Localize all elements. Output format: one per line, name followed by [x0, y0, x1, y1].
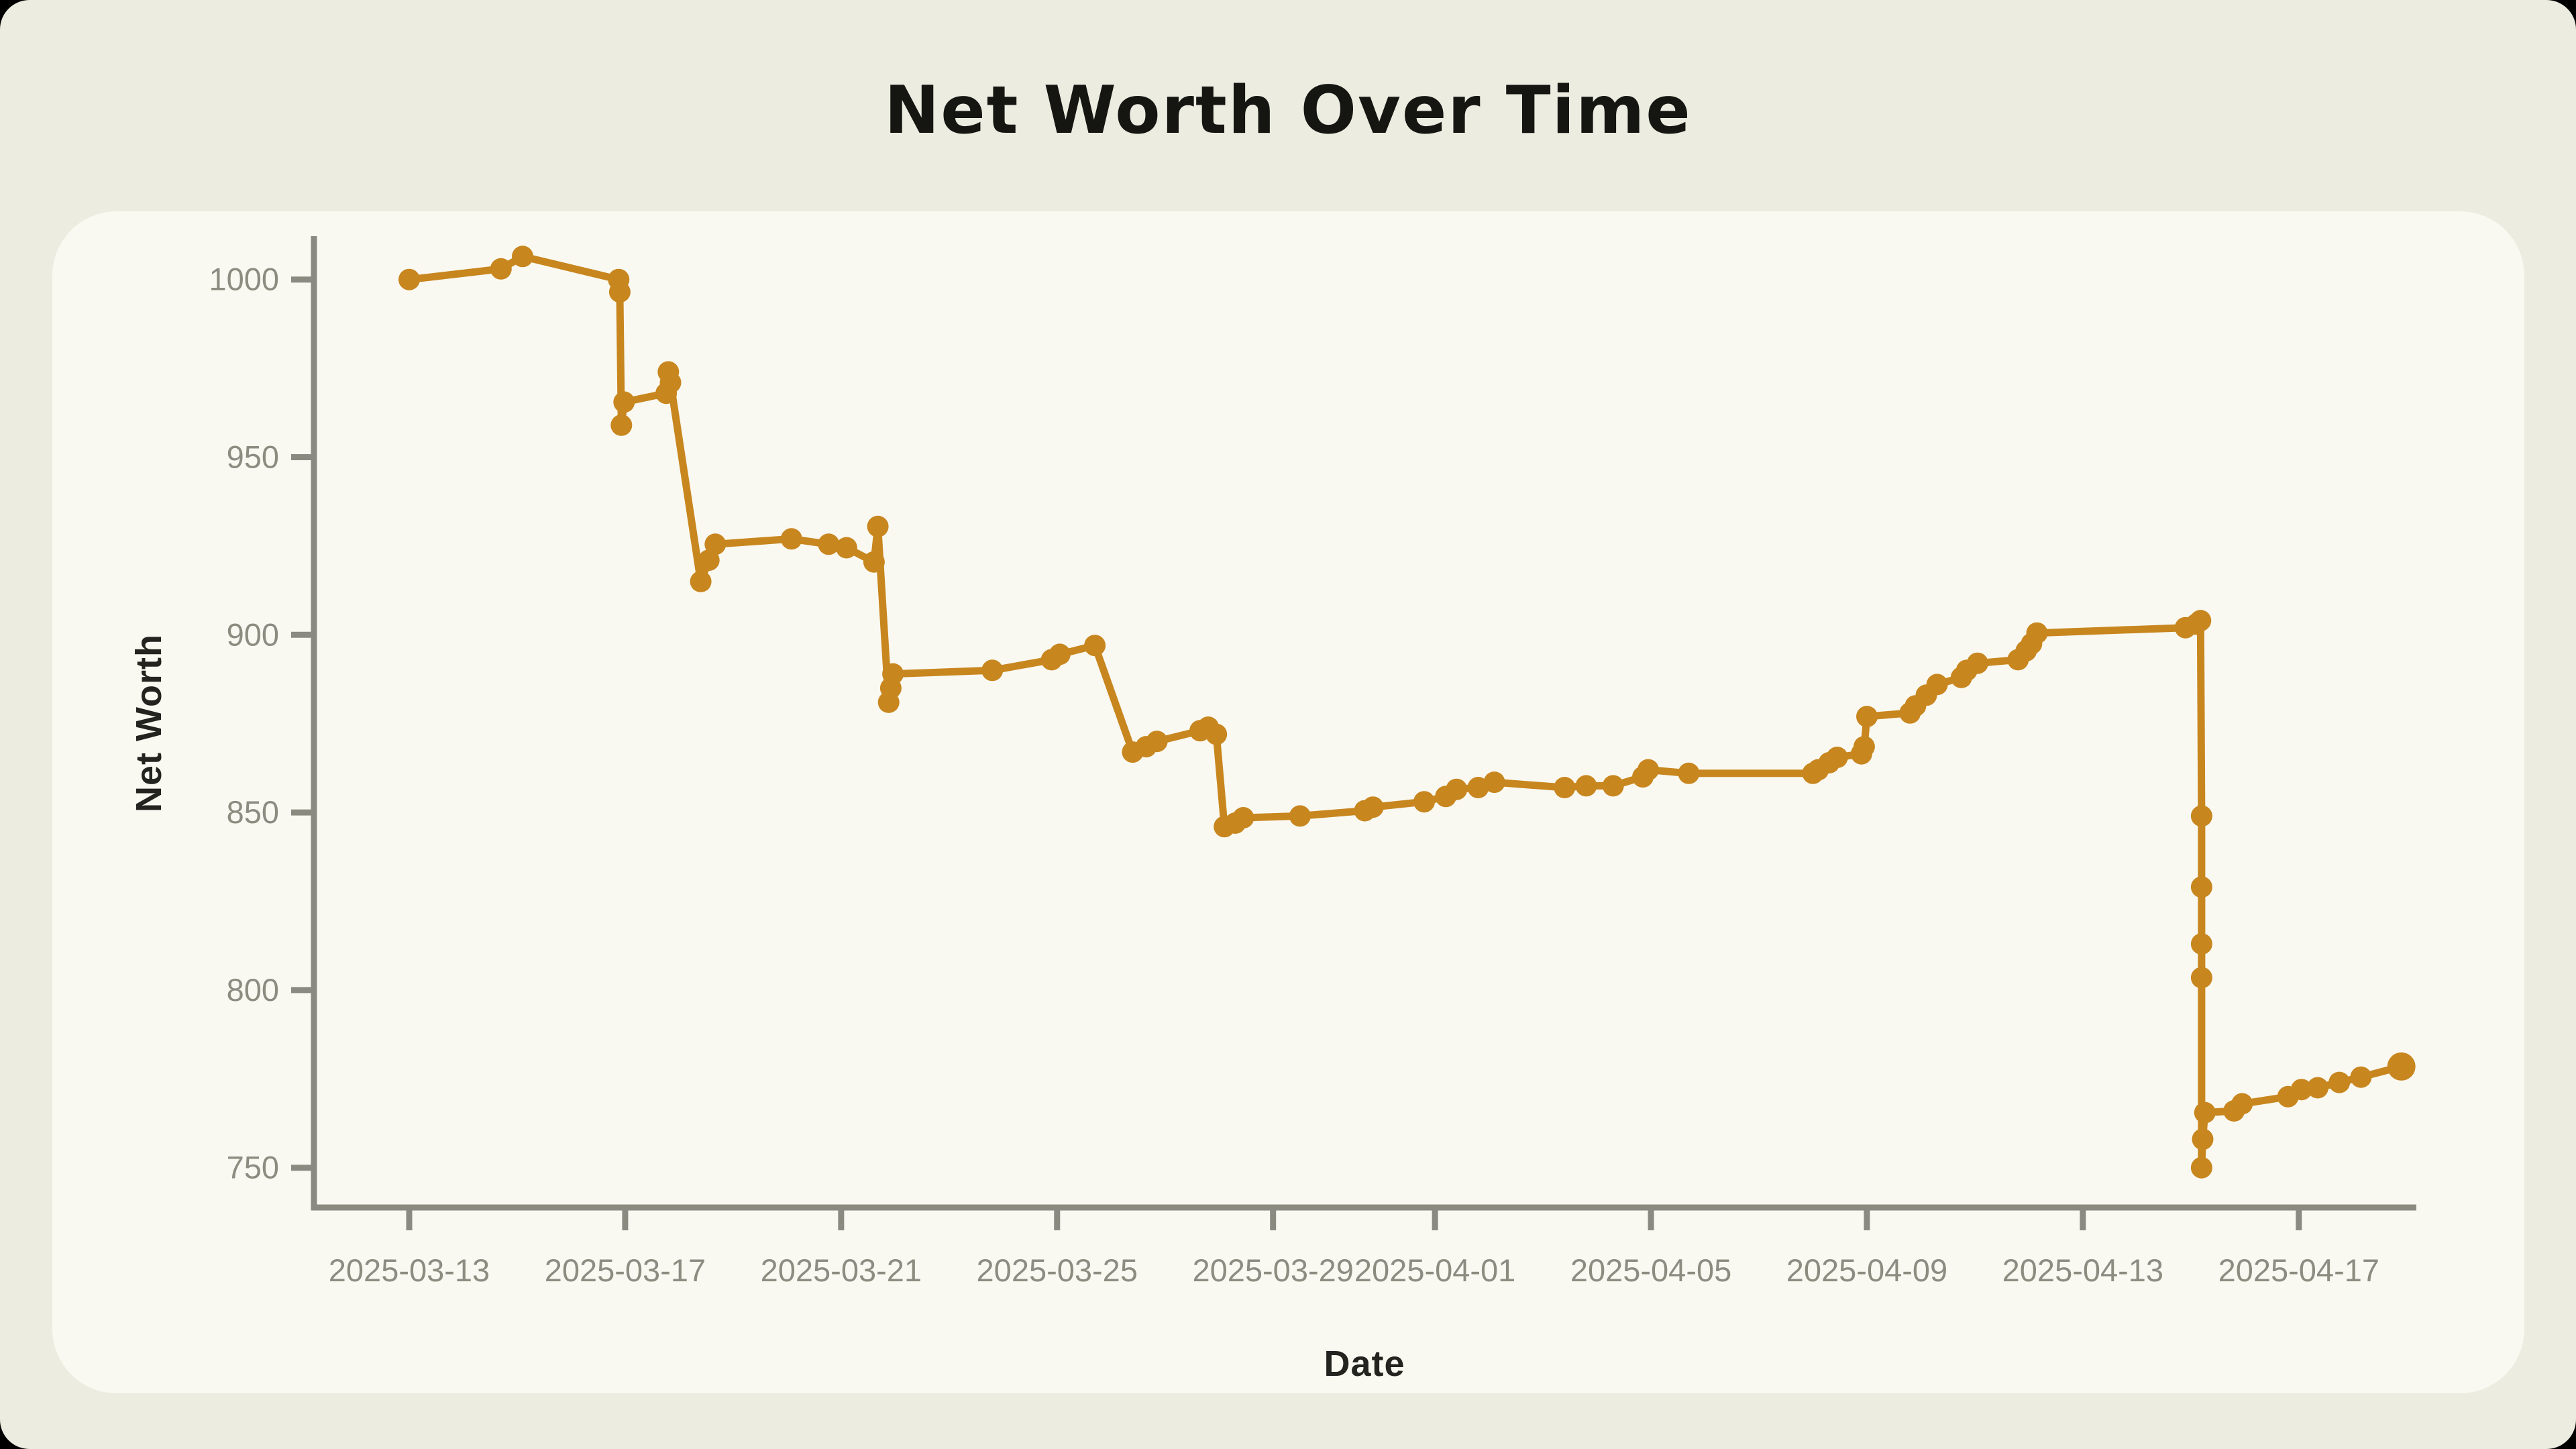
data-point: [2190, 1157, 2212, 1179]
data-point: [1289, 805, 1311, 827]
y-tick-label: 1000: [209, 262, 279, 297]
x-tick-label: 2025-03-21: [761, 1252, 922, 1288]
y-axis-label: Net Worth: [129, 634, 169, 812]
data-point: [882, 663, 904, 685]
y-tick-label: 900: [227, 616, 279, 652]
data-point: [2350, 1066, 2372, 1088]
data-point: [1483, 771, 1505, 794]
x-tick-label: 2025-04-17: [2218, 1252, 2379, 1288]
data-point: [2190, 610, 2212, 632]
data-point: [398, 268, 420, 290]
data-point: [1467, 777, 1489, 798]
data-point: [1205, 723, 1228, 745]
data-point: [2026, 622, 2048, 644]
data-point: [835, 537, 857, 559]
y-tick-label: 800: [227, 972, 279, 1008]
x-axis-label: Date: [1324, 1344, 1405, 1384]
data-point: [2231, 1093, 2253, 1115]
chart-title: Net Worth Over Time: [884, 72, 1692, 149]
axis-tick-labels: 1000 950 900 850 800 750 2025-03-13 2025-03-17 2…: [209, 262, 2379, 1288]
data-point: [863, 551, 885, 573]
data-point: [2190, 805, 2212, 827]
data-point: [2192, 1128, 2214, 1150]
data-point: [608, 281, 631, 303]
data-point: [2290, 1079, 2312, 1101]
data-point: [2307, 1077, 2328, 1099]
data-point: [2190, 933, 2212, 955]
data-point: [659, 372, 682, 394]
data-point: [610, 414, 633, 436]
y-tick-label: 750: [227, 1150, 279, 1185]
data-point: [1446, 778, 1468, 800]
data-point: [1554, 777, 1576, 798]
y-tick-label: 850: [227, 794, 279, 830]
data-point: [490, 258, 512, 280]
data-point: [1362, 796, 1384, 818]
x-tick-label: 2025-04-09: [1786, 1252, 1947, 1288]
data-point: [1926, 674, 1948, 696]
data-point: [1602, 775, 1624, 797]
x-tick-label: 2025-04-01: [1354, 1252, 1515, 1288]
data-point: [1232, 807, 1254, 828]
data-point: [2190, 876, 2212, 898]
data-point: [1575, 775, 1597, 797]
data-point: [2194, 1102, 2216, 1124]
net-worth-series: [398, 246, 2416, 1179]
data-point: [867, 515, 889, 537]
x-tick-label: 2025-04-13: [2002, 1252, 2163, 1288]
data-point: [1966, 652, 1988, 674]
data-point: [1638, 759, 1659, 781]
plot-panel: [52, 211, 2524, 1393]
data-point: [1084, 635, 1106, 657]
data-point: [1049, 643, 1071, 665]
data-point: [1853, 736, 1875, 758]
data-point: [1856, 706, 1878, 728]
data-point: [1826, 747, 1848, 768]
net-worth-line: [405, 252, 2406, 1172]
data-point: [2328, 1071, 2351, 1093]
data-point: [690, 570, 712, 592]
data-point: [780, 528, 802, 550]
axes: [311, 236, 2416, 1211]
data-point: [512, 246, 533, 268]
data-point: [1678, 762, 1700, 784]
x-tick-label: 2025-03-13: [329, 1252, 490, 1288]
x-tick-label: 2025-03-29: [1192, 1252, 1353, 1288]
data-point: [1413, 791, 1435, 813]
data-point: [613, 391, 635, 413]
axis-ticks: [291, 276, 2302, 1230]
data-point: [818, 533, 840, 555]
x-tick-label: 2025-03-25: [977, 1252, 1138, 1288]
x-tick-label: 2025-04-05: [1570, 1252, 1731, 1288]
y-tick-label: 950: [227, 439, 279, 475]
data-point: [1146, 731, 1168, 753]
data-point: [981, 659, 1004, 682]
data-point: [2190, 967, 2212, 989]
x-tick-label: 2025-03-17: [545, 1252, 706, 1288]
data-point: [704, 533, 727, 555]
data-point: [2387, 1052, 2416, 1081]
